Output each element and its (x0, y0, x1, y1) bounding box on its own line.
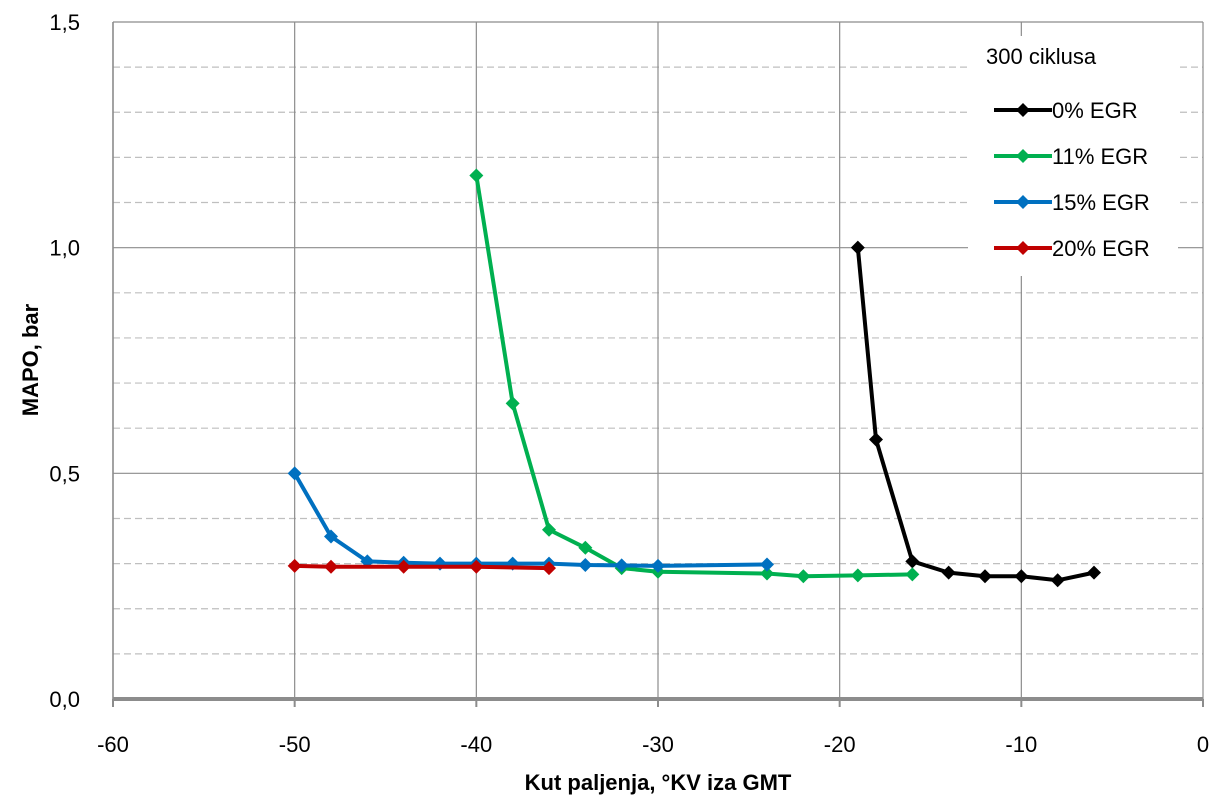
data-point-marker (396, 559, 411, 574)
y-axis-title: MAPO, bar (18, 303, 43, 416)
series-lines (287, 168, 1101, 588)
data-point-marker (324, 529, 338, 544)
data-point-marker (760, 557, 774, 572)
data-point-marker (651, 558, 665, 573)
legend-swatch-marker (1016, 103, 1030, 117)
x-tick-label: -30 (642, 732, 674, 757)
x-tick-label: -20 (824, 732, 856, 757)
legend-swatch-marker (1016, 241, 1030, 255)
data-point-marker (505, 396, 520, 411)
x-tick-label: -60 (97, 732, 129, 757)
data-point-marker (850, 568, 865, 583)
data-point-marker (614, 558, 629, 573)
legend-swatch-marker (1016, 149, 1030, 163)
x-tick-label: -10 (1005, 732, 1037, 757)
y-tick-label: 0,5 (49, 461, 80, 486)
data-point-marker (469, 168, 484, 183)
data-point-marker (905, 554, 920, 569)
data-point-marker (941, 565, 956, 580)
data-point-marker (869, 432, 883, 447)
data-point-marker (796, 569, 811, 584)
series-line (855, 247, 1095, 583)
x-tick-label: -50 (279, 732, 311, 757)
legend-label: 20% EGR (1052, 236, 1150, 261)
data-point-marker (542, 561, 556, 576)
axes (112, 22, 1204, 707)
data-point-marker (905, 567, 920, 582)
y-tick-label: 0,0 (49, 687, 80, 712)
y-tick-label: 1,5 (49, 10, 80, 35)
y-tick-label: 1,0 (49, 236, 80, 261)
legend-label: 11% EGR (1052, 144, 1148, 169)
data-point-marker (1087, 565, 1101, 580)
data-point-marker (324, 559, 338, 574)
x-tick-label: 0 (1197, 732, 1209, 757)
legend: 300 ciklusa 0% EGR 11% EGR 15% EGR 20% EGR (968, 36, 1178, 276)
data-point-marker (287, 466, 302, 481)
legend-title: 300 ciklusa (986, 44, 1097, 69)
legend-swatch-marker (1016, 195, 1030, 209)
data-point-marker (1050, 573, 1065, 588)
data-point-marker (760, 566, 774, 581)
x-axis-title: Kut paljenja, °KV iza GMT (525, 770, 792, 795)
data-point-marker (469, 559, 484, 574)
legend-label: 0% EGR (1052, 98, 1138, 123)
data-point-marker (578, 557, 593, 572)
tick-labels: -60 -50 -40 -30 -20 -10 0 0,0 0,5 1,0 1,5 (49, 10, 1209, 757)
data-point-marker (578, 540, 593, 555)
series-line (474, 175, 913, 579)
data-point-marker (850, 240, 865, 255)
legend-label: 15% EGR (1052, 190, 1150, 215)
data-point-marker (542, 522, 556, 537)
data-point-marker (978, 569, 992, 584)
data-point-marker (287, 558, 302, 573)
x-tick-label: -40 (460, 732, 492, 757)
series-line (292, 472, 768, 568)
data-point-marker (1014, 569, 1029, 584)
